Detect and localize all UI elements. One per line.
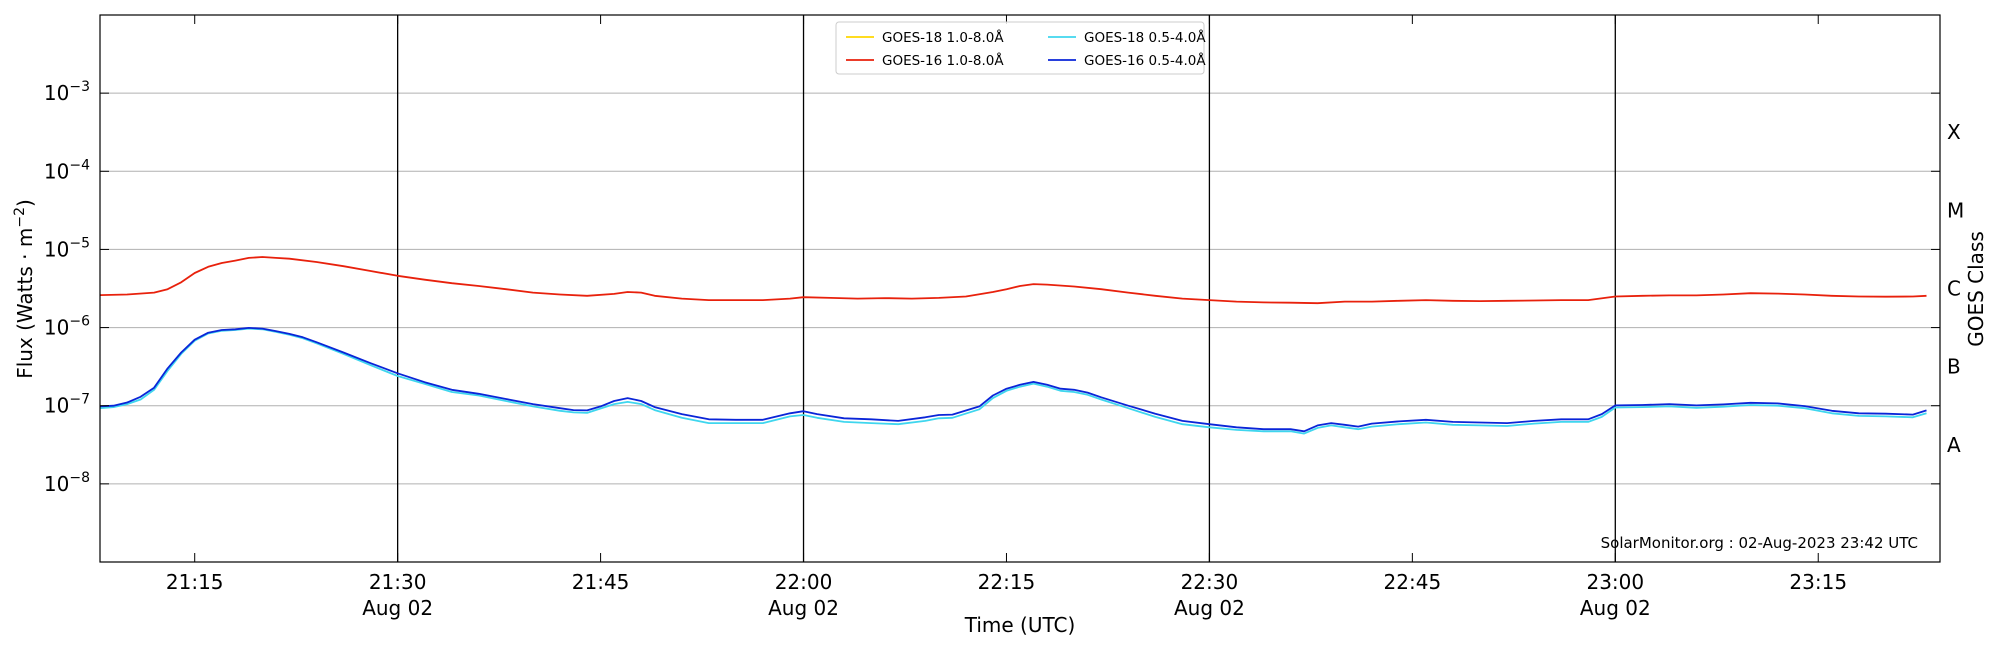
x-tick-label: 22:00 <box>775 570 833 594</box>
y-tick-base: 10 <box>44 237 69 261</box>
x-tick-date-label: Aug 02 <box>362 596 433 620</box>
goes-class-label: M <box>1947 198 1964 222</box>
y-tick-label: 10−5 <box>44 235 90 261</box>
source-annotation: SolarMonitor.org : 02-Aug-2023 23:42 UTC <box>1601 534 1918 552</box>
y-tick-base: 10 <box>44 316 69 340</box>
y-tick-base: 10 <box>44 81 69 105</box>
legend-label: GOES-16 1.0-8.0Å <box>882 52 1004 69</box>
x-tick-label: 23:00 <box>1586 570 1644 594</box>
goes-class-label: X <box>1947 120 1961 144</box>
series-line <box>100 256 1927 305</box>
series-lines <box>100 256 1927 435</box>
x-tick-label: 22:15 <box>978 570 1036 594</box>
y-tick-label: 10−6 <box>44 314 90 340</box>
right-axis-title: GOES Class <box>1964 231 1988 347</box>
y-axis-title-exponent: −2 <box>12 207 28 228</box>
y-axis-ticks: 10−810−710−610−510−410−3 <box>44 79 1940 496</box>
goes-class-label: A <box>1947 433 1961 457</box>
legend-label: GOES-18 1.0-8.0Å <box>882 29 1004 46</box>
goes-class-label: B <box>1947 355 1961 379</box>
series-line <box>100 327 1927 433</box>
gridlines <box>100 92 1940 485</box>
y-axis-title: Flux (Watts · m−2) <box>12 199 37 379</box>
series-line <box>100 327 1927 435</box>
x-tick-label: 21:15 <box>166 570 224 594</box>
x-tick-label: 22:45 <box>1384 570 1442 594</box>
goes-class-label: C <box>1947 277 1961 301</box>
y-tick-exponent: −8 <box>69 470 90 486</box>
x-tick-label: 22:30 <box>1181 570 1239 594</box>
y-tick-exponent: −5 <box>69 235 90 251</box>
y-tick-label: 10−7 <box>44 392 90 418</box>
goes-class-labels: A B C M X <box>1947 120 1964 457</box>
plot-frame <box>99 14 1941 563</box>
x-tick-label: 21:45 <box>572 570 630 594</box>
y-tick-base: 10 <box>44 159 69 183</box>
x-tick-label: 21:30 <box>369 570 427 594</box>
x-tick-label: 23:15 <box>1789 570 1847 594</box>
legend-label: GOES-18 0.5-4.0Å <box>1084 29 1206 46</box>
day-lines <box>396 15 1616 562</box>
legend-box <box>835 21 1205 75</box>
y-tick-base: 10 <box>44 472 69 496</box>
y-axis-title-main: Flux (Watts · m <box>13 228 37 379</box>
y-tick-exponent: −3 <box>69 79 90 95</box>
x-axis-title: Time (UTC) <box>964 613 1076 637</box>
y-axis-title-close: ) <box>13 199 37 207</box>
x-tick-date-label: Aug 02 <box>1580 596 1651 620</box>
y-tick-exponent: −7 <box>69 392 90 408</box>
legend-label: GOES-16 0.5-4.0Å <box>1084 52 1206 69</box>
y-tick-exponent: −4 <box>69 157 90 173</box>
x-tick-date-label: Aug 02 <box>1174 596 1245 620</box>
y-tick-label: 10−4 <box>44 157 90 183</box>
y-tick-label: 10−8 <box>44 470 90 496</box>
legend: GOES-18 1.0-8.0Å GOES-16 1.0-8.0Å GOES-18 … <box>835 21 1206 75</box>
x-tick-date-label: Aug 02 <box>768 596 839 620</box>
y-tick-base: 10 <box>44 394 69 418</box>
y-tick-exponent: −6 <box>69 314 90 330</box>
y-tick-label: 10−3 <box>44 79 90 105</box>
